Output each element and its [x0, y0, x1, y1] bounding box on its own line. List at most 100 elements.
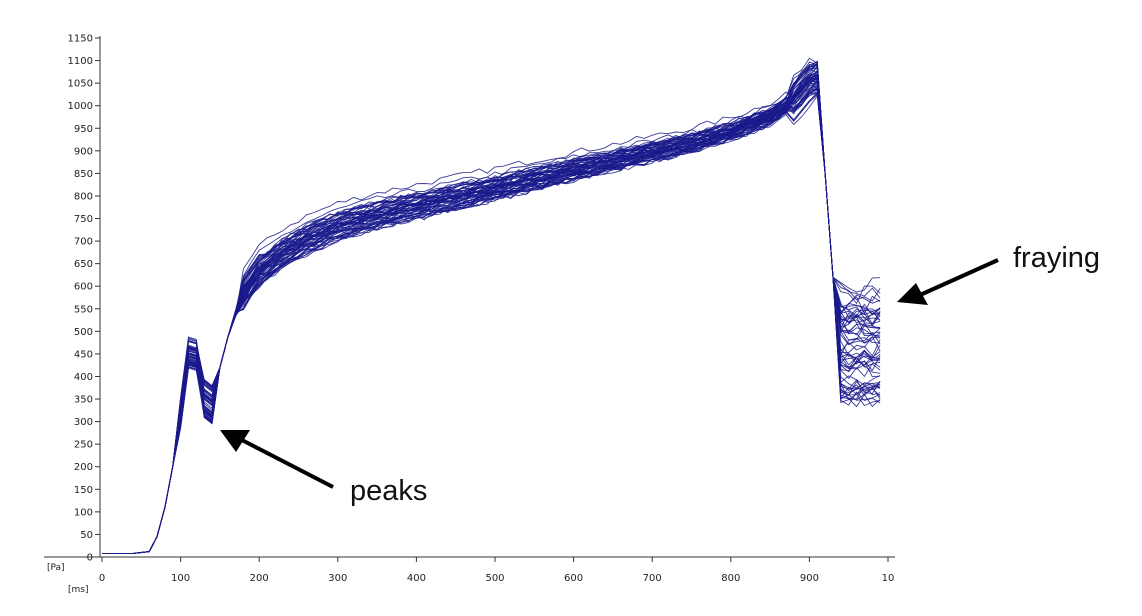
- series-line: [102, 89, 881, 554]
- y-tick-label: 700: [74, 237, 93, 248]
- series-line: [102, 68, 881, 554]
- y-tick-label: 450: [74, 349, 93, 360]
- series-line: [102, 78, 881, 554]
- x-tick-label: 600: [564, 573, 583, 584]
- peaks-arrow-head: [220, 430, 250, 452]
- x-tick-label: 400: [407, 573, 426, 584]
- y-tick-label: 500: [74, 327, 93, 338]
- y-tick-label: 950: [74, 124, 93, 135]
- series-line: [102, 82, 881, 554]
- y-tick-label: 200: [74, 462, 93, 473]
- peaks-annotation: peaks: [220, 430, 427, 507]
- series-line: [102, 62, 881, 554]
- series-line: [102, 86, 881, 554]
- series-line: [102, 70, 881, 554]
- fraying-arrow-line: [919, 258, 999, 297]
- series-line: [102, 68, 881, 554]
- series-line: [102, 60, 881, 554]
- series-line: [102, 63, 881, 554]
- series-line: [102, 79, 881, 554]
- series-line: [102, 63, 881, 554]
- peaks-arrow-line: [237, 436, 334, 489]
- series-line: [102, 69, 881, 554]
- series-line: [102, 64, 881, 554]
- y-tick-label: 1000: [68, 101, 93, 112]
- series-line: [102, 87, 881, 554]
- series-line: [102, 74, 881, 554]
- fraying-arrow-head: [897, 283, 928, 305]
- series-line: [102, 88, 881, 554]
- y-tick-label: 750: [74, 214, 93, 225]
- series-line: [102, 61, 881, 554]
- series-line: [102, 81, 881, 554]
- series-line: [102, 57, 881, 554]
- y-ticks-group: 0 50 100 150 200 250 300 350 400 450 500 550 600 650 7…: [68, 34, 100, 564]
- series-line: [102, 80, 881, 554]
- y-tick-label: 250: [74, 440, 93, 451]
- series-line: [102, 73, 881, 554]
- x-tick-label: 200: [250, 573, 269, 584]
- fraying-label: fraying: [1013, 242, 1100, 274]
- x-unit-label: [ms]: [68, 585, 88, 595]
- series-line: [102, 75, 881, 554]
- y-tick-label: 850: [74, 169, 93, 180]
- series-line: [102, 65, 881, 554]
- series-line: [102, 72, 881, 554]
- y-tick-label: 0: [87, 553, 93, 564]
- y-tick-label: 550: [74, 304, 93, 315]
- fraying-annotation: fraying: [897, 242, 1100, 305]
- series-line: [102, 75, 881, 554]
- y-tick-label: 50: [80, 530, 93, 541]
- y-tick-label: 100: [74, 507, 93, 518]
- curves-group: [102, 57, 881, 554]
- y-tick-label: 300: [74, 417, 93, 428]
- series-line: [102, 93, 881, 554]
- series-line: [102, 73, 881, 554]
- y-tick-label: 1100: [68, 56, 93, 67]
- y-tick-label: 350: [74, 395, 93, 406]
- y-tick-label: 400: [74, 372, 93, 383]
- series-line: [102, 94, 881, 554]
- series-line: [102, 73, 881, 554]
- y-tick-label: 150: [74, 485, 93, 496]
- x-tick-label: 10: [882, 573, 895, 584]
- series-line: [102, 70, 881, 554]
- x-tick-label: 100: [171, 573, 190, 584]
- x-tick-label: 700: [643, 573, 662, 584]
- series-line: [102, 77, 881, 554]
- series-line: [102, 88, 881, 554]
- series-line: [102, 76, 881, 554]
- series-line: [102, 91, 881, 554]
- series-line: [102, 60, 881, 554]
- x-tick-label: 900: [800, 573, 819, 584]
- y-tick-label: 1150: [68, 34, 93, 45]
- series-line: [102, 80, 881, 554]
- series-line: [102, 69, 881, 554]
- series-line: [102, 77, 881, 554]
- series-line: [102, 91, 881, 554]
- y-tick-label: 800: [74, 191, 93, 202]
- series-line: [102, 80, 881, 554]
- series-line: [102, 93, 881, 554]
- series-line: [102, 65, 881, 554]
- series-line: [102, 65, 881, 554]
- series-line: [102, 65, 881, 554]
- series-line: [102, 70, 881, 554]
- series-line: [102, 74, 881, 554]
- x-tick-label: 800: [721, 573, 740, 584]
- series-line: [102, 85, 881, 554]
- series-line: [102, 84, 881, 554]
- y-tick-label: 1050: [68, 79, 93, 90]
- series-line: [102, 61, 881, 554]
- y-tick-label: 600: [74, 282, 93, 293]
- series-line: [102, 91, 881, 554]
- series-line: [102, 76, 881, 554]
- series-line: [102, 62, 881, 554]
- peaks-label: peaks: [350, 475, 427, 507]
- x-tick-label: 300: [328, 573, 347, 584]
- y-tick-label: 900: [74, 146, 93, 157]
- series-line: [102, 77, 881, 554]
- series-line: [102, 80, 881, 554]
- series-line: [102, 93, 881, 554]
